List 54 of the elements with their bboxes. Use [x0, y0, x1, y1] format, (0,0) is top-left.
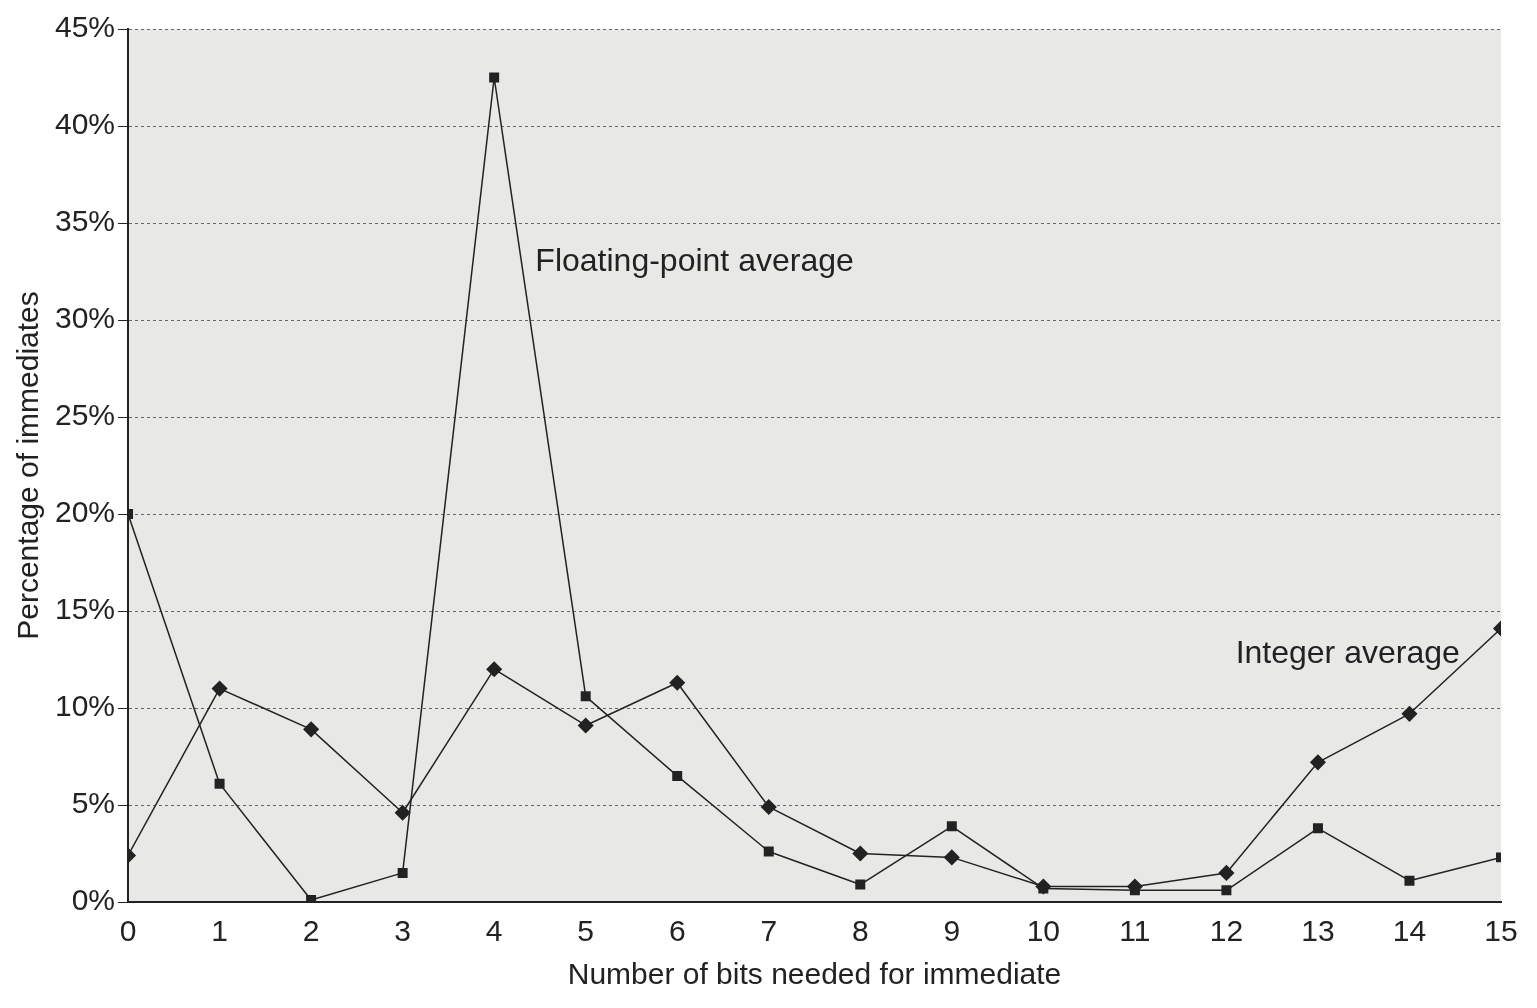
y-axis-title: Percentage of immediates [11, 291, 45, 640]
point [855, 879, 866, 890]
point [1035, 878, 1052, 895]
point [761, 799, 777, 815]
point [1401, 706, 1418, 722]
point [763, 846, 774, 857]
series-label: Floating-point average [535, 241, 854, 278]
point [672, 770, 683, 781]
x-tick-label: 1 [211, 914, 228, 948]
series-label: Integer average [1235, 633, 1460, 670]
x-tick-label: 4 [485, 914, 503, 948]
point [303, 721, 319, 738]
point [946, 821, 957, 832]
x-tick-label: 13 [1301, 914, 1335, 948]
y-tick-label: 30% [55, 301, 116, 335]
x-tick-label: 3 [394, 914, 411, 948]
y-tick-label: 0% [71, 883, 116, 917]
x-tick-label: 6 [668, 914, 686, 948]
point [580, 691, 591, 702]
point [489, 72, 500, 83]
point [394, 805, 411, 821]
y-tick-label: 35% [55, 204, 116, 238]
point [944, 849, 960, 866]
point [669, 675, 685, 691]
x-tick-label: 2 [302, 914, 320, 948]
y-tick-label: 5% [71, 786, 116, 820]
x-axis-title: Number of bits needed for immediate [567, 957, 1062, 991]
y-tick-label: 20% [55, 495, 116, 529]
x-tick-label: 12 [1209, 914, 1244, 948]
y-tick-label: 10% [55, 689, 116, 723]
point [1312, 823, 1323, 834]
point [486, 661, 502, 677]
x-tick-label: 5 [577, 914, 595, 948]
y-tick-label: 40% [55, 107, 116, 141]
y-tick-label: 25% [55, 398, 116, 432]
x-tick-label: 11 [1119, 914, 1151, 948]
x-tick-label: 7 [760, 914, 778, 948]
point [577, 717, 594, 734]
point [852, 845, 869, 862]
point [1218, 865, 1235, 881]
point [211, 680, 228, 697]
y-tick-label: 45% [55, 10, 116, 44]
point [1310, 754, 1326, 771]
x-tick-label: 10 [1026, 914, 1061, 948]
x-tick-label: 0 [119, 914, 137, 948]
point [214, 778, 225, 789]
x-tick-label: 8 [851, 914, 869, 948]
point [397, 867, 408, 878]
x-tick-label: 14 [1392, 914, 1427, 948]
point [1404, 875, 1415, 886]
x-tick-label: 15 [1484, 914, 1518, 948]
y-tick-label: 15% [55, 592, 116, 626]
point [1221, 885, 1232, 896]
x-tick-label: 9 [943, 914, 961, 948]
